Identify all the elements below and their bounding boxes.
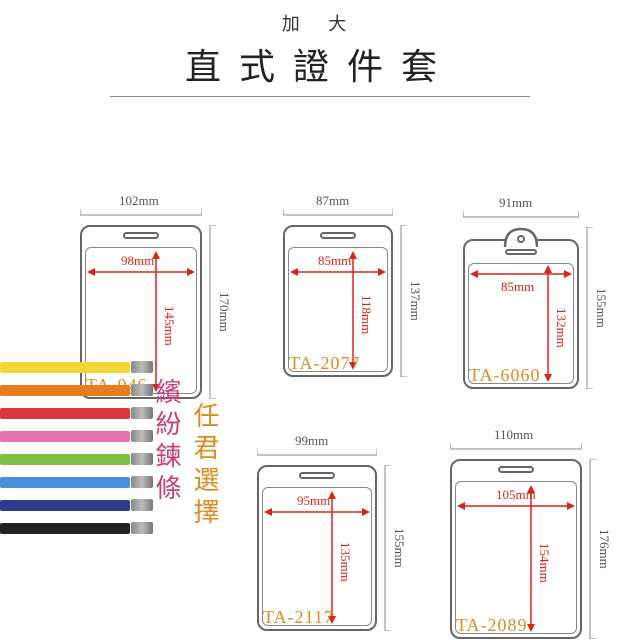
lanyard-clip-icon [131,522,153,534]
model-label: TA-2117 [263,607,334,628]
outer-width-label: 87mm [316,193,349,209]
lanyard-strap [0,362,130,373]
side-text-left: 繽紛鍊條 [148,378,185,506]
slot-icon [505,249,537,255]
lanyard [0,452,160,466]
lanyard-clip-icon [131,361,153,373]
holders-grid: 102mm 170mm 98mm 145mmTA-046 87mm 137mm … [0,97,640,617]
inner-width-label: 95mm [297,493,330,509]
main-title: 直式證件套 [0,38,640,90]
inner-width-label: 98mm [121,253,154,269]
lanyard-strap [0,477,130,488]
outer-width-label: 91mm [499,195,532,211]
lanyards [0,360,160,520]
lanyard-strap [0,454,130,465]
model-label: TA-2077 [289,353,361,374]
outer-height-label: 155mm [391,528,407,568]
lanyard-strap [0,408,130,419]
model-label: TA-2089 [456,615,528,636]
outer-height-label: 176mm [596,529,612,569]
lanyard [0,429,160,443]
lanyard [0,475,160,489]
inner-width-label: 85mm [318,253,351,269]
lanyard [0,521,160,535]
slot-icon [320,232,356,239]
lanyard [0,383,160,397]
header: 加 大 直式證件套 [0,0,640,97]
inner-height-label: 132mm [553,308,569,348]
inner-width-label: 85mm [501,279,534,295]
lanyard [0,360,160,374]
outer-width-label: 110mm [494,427,533,443]
slot-icon [498,466,534,473]
lanyard [0,406,160,420]
lanyard-strap [0,431,130,442]
subtitle: 加 大 [0,10,640,36]
side-text-right: 任君選擇 [186,402,223,530]
lanyard [0,498,160,512]
lanyard-strap [0,500,130,511]
outer-height-label: 170mm [216,292,232,332]
slot-icon [299,472,335,479]
outer-height-label: 155mm [593,288,609,328]
model-label: TA-6060 [469,365,541,386]
outer-width-label: 102mm [119,193,159,209]
slot-icon [123,232,159,239]
outer-height-label: 137mm [407,281,423,321]
inner-height-label: 145mm [161,306,177,346]
inner-height-label: 135mm [337,542,353,582]
outer-width-label: 99mm [295,433,328,449]
lanyard-strap [0,385,130,396]
inner-height-label: 118mm [358,295,374,334]
lanyard-strap [0,523,130,534]
inner-height-label: 154mm [536,543,552,583]
